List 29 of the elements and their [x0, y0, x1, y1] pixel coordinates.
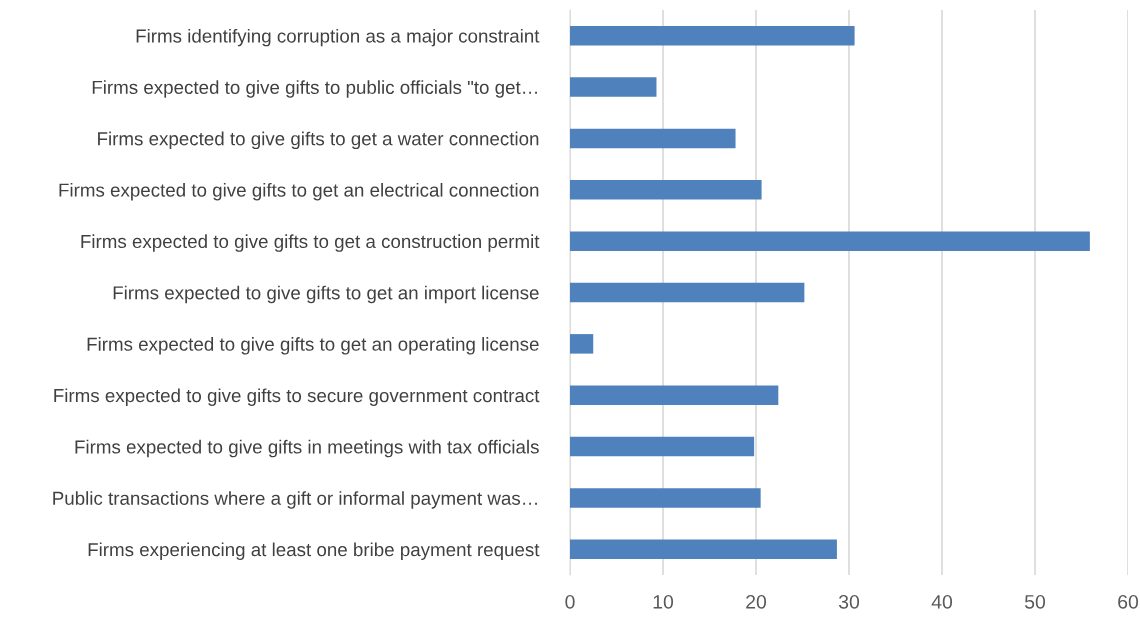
bar	[570, 180, 762, 200]
y-tick-label: Firms expected to give gifts in meetings with tax officials	[75, 439, 539, 458]
y-tick-label: Firms expected to give gifts to public officials "to get…	[92, 80, 537, 98]
bar	[570, 385, 779, 405]
bar	[570, 25, 855, 46]
x-tick-label: 40	[931, 594, 953, 609]
bar	[570, 488, 761, 508]
bar	[570, 539, 837, 560]
y-tick-label: Firms expected to give gifts to secure government contract	[54, 388, 540, 406]
x-tick-label: 0	[565, 594, 575, 609]
y-tick-label: Firms expected to give gifts to get an import license	[113, 285, 539, 304]
bar	[570, 128, 736, 149]
bar	[570, 77, 657, 97]
bar	[570, 231, 1090, 251]
y-tick-label: Firms expected to give gifts to get an electrical connection	[59, 182, 539, 201]
bar	[570, 282, 805, 303]
x-tick-label: 20	[746, 594, 767, 609]
y-tick-label: Firms identifying corruption as a major constraint	[136, 28, 540, 47]
y-tick-label: Public transactions where a gift or informal payment was…	[53, 491, 537, 509]
y-tick-label: Firms expected to give gifts to get a water connection	[98, 131, 539, 150]
x-tick-label: 30	[838, 594, 860, 609]
x-tick-label: 60	[1118, 594, 1139, 609]
y-tick-label: Firms expected to give gifts to get a construction permit	[81, 234, 540, 252]
x-tick-label: 10	[653, 594, 674, 609]
bar	[570, 334, 594, 354]
bar	[570, 436, 755, 457]
y-tick-label: Firms expected to give gifts to get an operating license	[87, 337, 539, 355]
x-tick-label: 50	[1024, 594, 1046, 609]
y-tick-label: Firms experiencing at least one bribe payment request	[88, 542, 540, 560]
